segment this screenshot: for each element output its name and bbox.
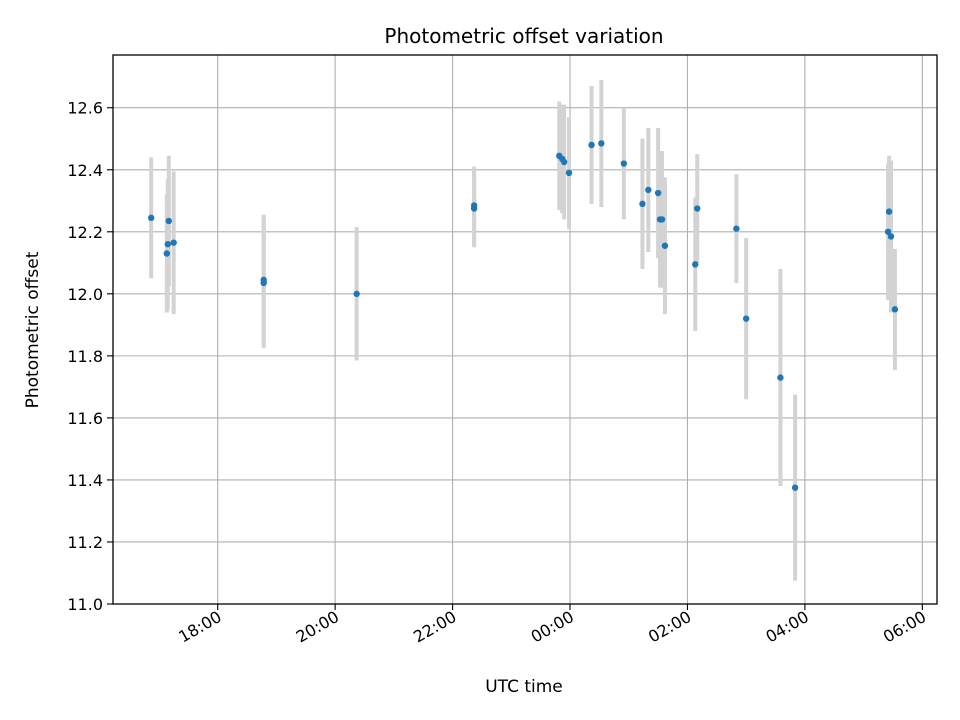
x-tick-label: 00:00 — [528, 607, 577, 647]
data-point — [588, 141, 595, 149]
data-points — [147, 140, 899, 491]
data-point — [791, 484, 799, 491]
y-tick-label: 12.2 — [67, 223, 103, 242]
x-axis-title: UTC time — [485, 677, 563, 697]
grid-lines — [113, 55, 937, 605]
x-tick-label: 04:00 — [762, 607, 811, 647]
y-tick-label: 11.6 — [67, 409, 103, 428]
x-tick-label: 22:00 — [410, 607, 459, 647]
data-point — [170, 239, 177, 246]
chart-title: Photometric offset variation — [384, 24, 663, 48]
y-tick-label: 11.8 — [67, 347, 103, 366]
data-point — [658, 216, 666, 223]
data-point — [645, 186, 652, 194]
data-point — [620, 160, 628, 167]
data-point — [654, 189, 662, 197]
data-point — [885, 208, 893, 215]
data-point — [694, 205, 701, 212]
error-bars — [149, 79, 897, 581]
data-point — [560, 158, 568, 166]
data-point — [639, 200, 646, 208]
data-point — [891, 306, 899, 313]
data-point — [164, 241, 172, 248]
x-axis-ticks: 18:00 20:00 22:00 00:00 02:00 04:00 06:00 — [175, 604, 929, 647]
data-point — [887, 233, 895, 240]
data-point — [661, 242, 669, 249]
data-point — [884, 228, 892, 235]
x-tick-label: 02:00 — [645, 607, 694, 647]
plot-frame — [112, 54, 938, 605]
data-point — [733, 225, 740, 232]
data-point — [260, 279, 267, 287]
data-point — [147, 214, 155, 222]
y-tick-label: 11.2 — [67, 533, 103, 552]
y-tick-label: 11.4 — [67, 471, 103, 490]
y-axis-ticks: 11.0 11.2 11.4 11.6 11.8 12.0 12.2 12.4 12.6 — [67, 99, 113, 614]
y-tick-label: 12.0 — [67, 285, 103, 304]
y-tick-label: 11.0 — [67, 595, 103, 614]
y-axis-title: Photometric offset — [23, 251, 43, 408]
data-point — [163, 250, 171, 257]
y-tick-label: 12.4 — [67, 161, 103, 180]
data-point — [692, 261, 699, 268]
data-point — [353, 290, 360, 298]
data-point — [165, 217, 172, 225]
x-tick-label: 18:00 — [175, 607, 224, 647]
x-tick-label: 20:00 — [293, 607, 342, 647]
x-tick-label: 06:00 — [880, 607, 929, 647]
data-point — [470, 202, 478, 209]
data-point — [565, 169, 573, 177]
data-point — [777, 374, 784, 381]
data-point — [742, 315, 750, 322]
data-point — [598, 140, 605, 147]
y-tick-label: 12.6 — [67, 99, 103, 118]
